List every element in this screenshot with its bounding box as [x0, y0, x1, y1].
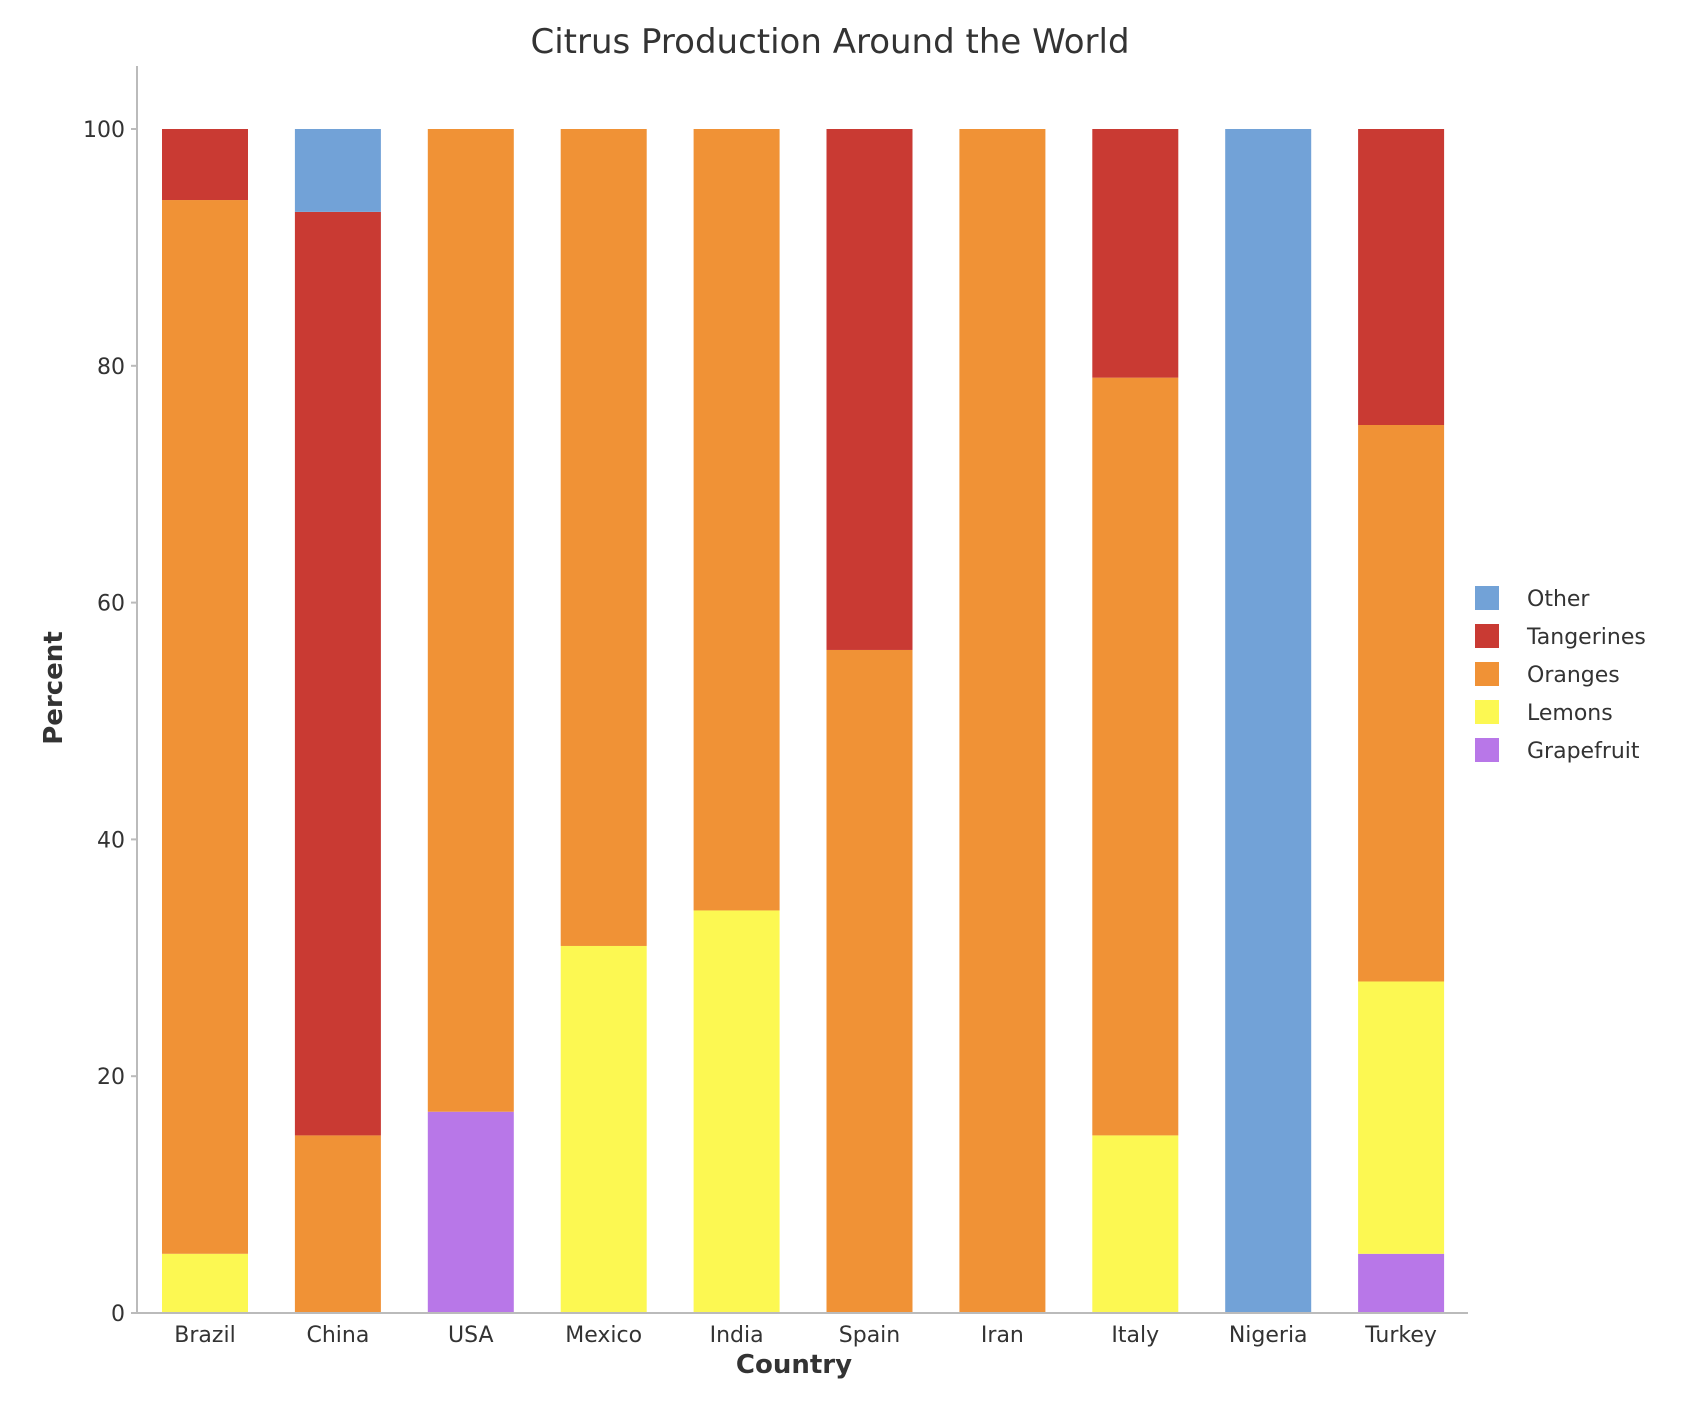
bar-turkey-oranges [1358, 425, 1445, 982]
y-tick-label: 60 [97, 592, 125, 617]
x-tick-label: Mexico [565, 1323, 642, 1348]
bar-mexico-lemons [560, 945, 647, 1313]
bar-nigeria-other [1225, 129, 1312, 1313]
bar-brazil-lemons [162, 1253, 248, 1313]
chart-title: Citrus Production Around the World [530, 22, 1129, 62]
legend: Other Tangerines Oranges Lemons Grapefruit [1475, 586, 1646, 764]
y-ticks: 0 20 40 60 80 100 [83, 118, 137, 1327]
bar-italy-lemons [1092, 1135, 1179, 1313]
bar-china-other [294, 129, 381, 212]
bar-turkey-tangerines [1358, 129, 1445, 425]
y-tick-label: 0 [111, 1302, 125, 1327]
x-tick-label: India [710, 1323, 764, 1348]
x-tick-label: Brazil [174, 1323, 235, 1348]
x-tick-label: China [306, 1323, 369, 1348]
axes-layer [136, 66, 1468, 1314]
bar-spain-oranges [826, 649, 913, 1313]
legend-item-other: Other [1475, 586, 1590, 612]
legend-swatch-other [1475, 586, 1499, 610]
bar-turkey-lemons [1358, 981, 1445, 1254]
legend-swatch-lemons [1475, 700, 1499, 724]
y-axis-label: Percent [39, 631, 69, 745]
bar-china-tangerines [294, 211, 381, 1136]
bars-layer [162, 129, 1445, 1313]
legend-swatch-tangerines [1475, 624, 1499, 648]
legend-label-oranges: Oranges [1527, 663, 1620, 688]
legend-swatch-grapefruit [1475, 738, 1499, 762]
x-tick-label: Nigeria [1229, 1323, 1308, 1348]
legend-label-lemons: Lemons [1527, 701, 1613, 726]
x-ticks: Brazil China USA Mexico India Spain Iran Italy N… [174, 1323, 1437, 1348]
legend-item-tangerines: Tangerines [1475, 624, 1646, 650]
y-tick-label: 80 [97, 355, 125, 380]
legend-item-lemons: Lemons [1475, 700, 1613, 726]
bar-italy-oranges [1092, 377, 1179, 1136]
legend-item-oranges: Oranges [1475, 662, 1620, 688]
legend-label-other: Other [1527, 587, 1590, 612]
bar-usa-oranges [427, 129, 514, 1112]
x-tick-label: Iran [981, 1323, 1024, 1348]
bar-china-oranges [294, 1135, 381, 1313]
bar-mexico-oranges [560, 129, 647, 946]
bar-spain-tangerines [826, 129, 913, 650]
bar-italy-tangerines [1092, 129, 1179, 378]
bar-brazil-oranges [162, 200, 248, 1254]
y-tick-label: 20 [97, 1065, 125, 1090]
x-tick-label: Turkey [1364, 1323, 1437, 1348]
bar-india-oranges [693, 129, 780, 911]
x-axis-label: Country [736, 1350, 852, 1380]
bar-iran-oranges [959, 129, 1046, 1313]
bar-india-lemons [693, 910, 780, 1313]
bar-brazil-tangerines [162, 129, 248, 201]
legend-label-tangerines: Tangerines [1526, 625, 1646, 650]
x-tick-label: Italy [1111, 1323, 1159, 1348]
legend-item-grapefruit: Grapefruit [1475, 738, 1640, 764]
x-tick-label: USA [448, 1323, 494, 1348]
bar-turkey-grapefruit [1358, 1253, 1445, 1313]
y-tick-label: 40 [97, 828, 125, 853]
legend-swatch-oranges [1475, 662, 1499, 686]
x-tick-label: Spain [839, 1323, 900, 1348]
legend-label-grapefruit: Grapefruit [1527, 739, 1640, 764]
y-tick-label: 100 [83, 118, 125, 143]
bar-usa-grapefruit [427, 1111, 514, 1313]
